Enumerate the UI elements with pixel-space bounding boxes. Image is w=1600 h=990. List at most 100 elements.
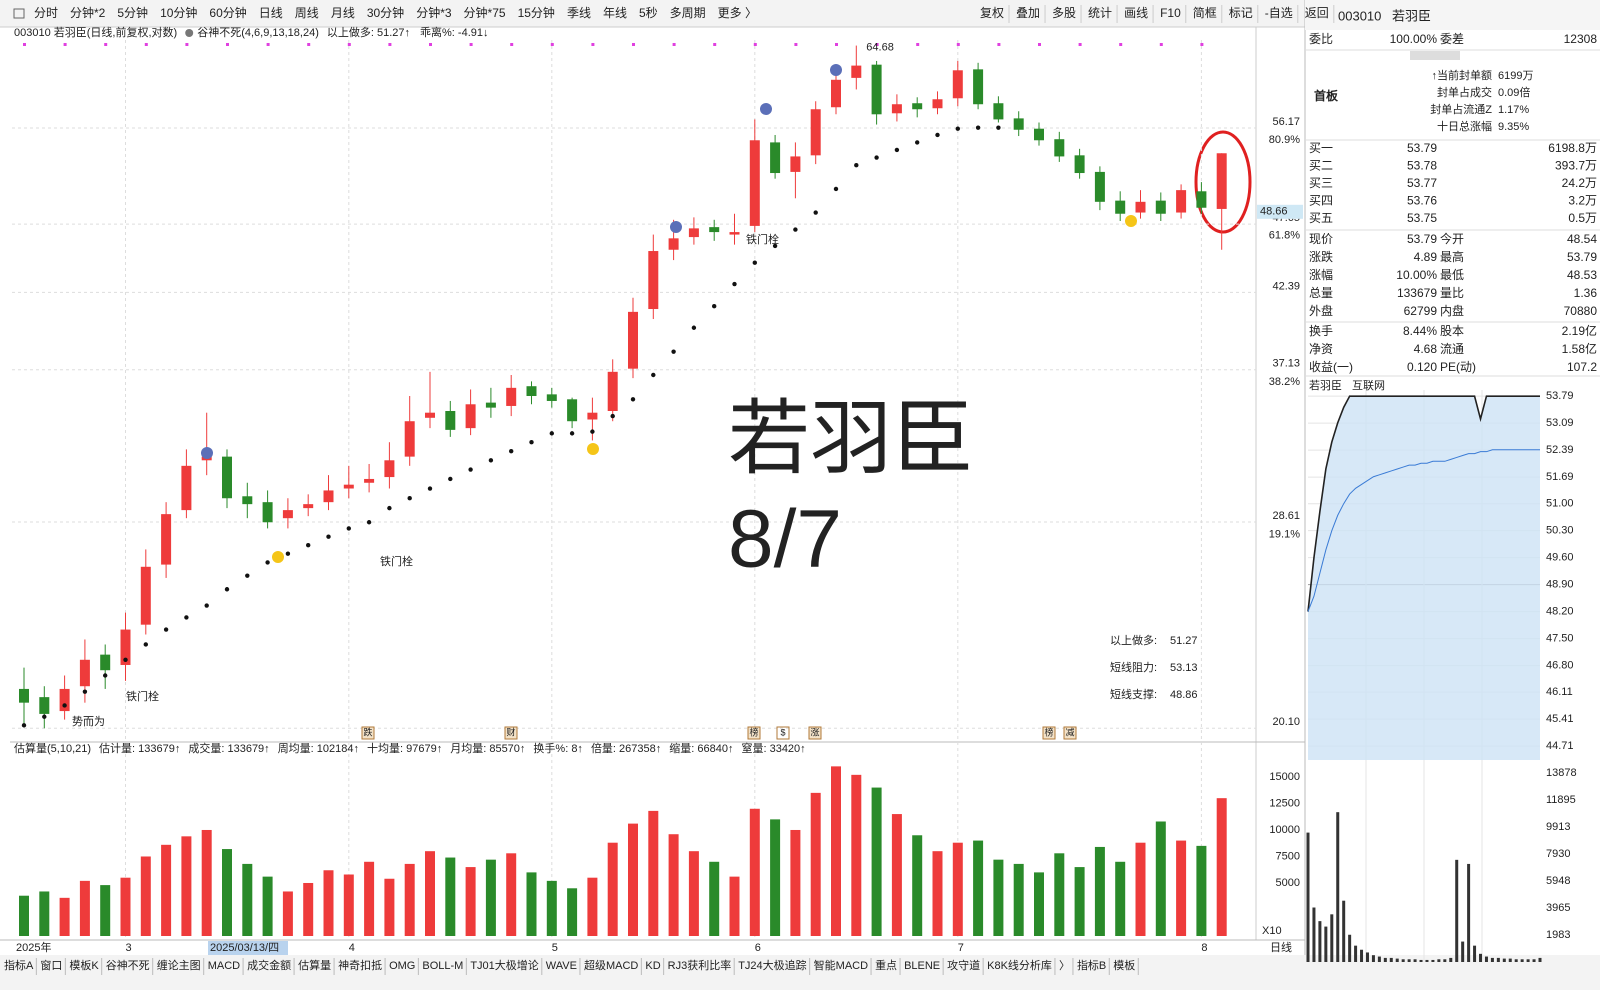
cursor-date: 2025/03/13/四 — [210, 942, 279, 954]
bottom-tab[interactable]: 〉 — [1059, 959, 1070, 972]
tool-button[interactable]: 简框 — [1193, 6, 1217, 20]
volume-bar — [993, 859, 1004, 936]
tool-button[interactable]: -自选 — [1265, 6, 1293, 20]
tool-button[interactable]: 叠加 — [1016, 6, 1040, 20]
vol-stat: 月均量: 85570↑ — [450, 742, 525, 755]
menu-icon — [13, 8, 25, 19]
period-tab[interactable]: 分钟*75 — [464, 5, 506, 20]
candle-body — [831, 79, 841, 108]
volume-bar — [262, 876, 273, 936]
event-marker: 涨 — [810, 727, 819, 737]
period-tab[interactable]: 日线 — [259, 6, 283, 20]
volume-bar — [607, 842, 618, 936]
event-marker-bg — [747, 726, 761, 740]
volume-bar — [567, 888, 578, 936]
bottom-tab[interactable]: 谷神不死 — [106, 958, 150, 972]
period-tab[interactable]: 5分钟 — [117, 5, 148, 20]
period-tab[interactable]: 60分钟 — [209, 5, 246, 20]
intraday-vol-bar — [1455, 859, 1459, 962]
volume-bar — [770, 819, 781, 936]
bottom-tab[interactable]: 神奇扣抵 — [338, 958, 382, 972]
bottom-tab[interactable]: 攻守道 — [947, 958, 980, 972]
support-dot — [123, 657, 128, 662]
cursor-date-bg — [208, 941, 288, 955]
period-tab[interactable]: 更多 〉 — [718, 6, 757, 20]
q-label: 涨幅 — [1309, 267, 1333, 282]
bottom-tab[interactable]: 缠论主图 — [157, 958, 201, 972]
signal-dot — [632, 43, 635, 46]
bottom-tab[interactable]: OMG — [389, 960, 415, 972]
book-label: 买一 — [1309, 141, 1333, 155]
volume-bar — [445, 857, 456, 936]
tool-button[interactable]: 画线 — [1124, 6, 1148, 20]
period-tab[interactable]: 季线 — [567, 6, 591, 20]
bottom-tab[interactable]: RJ3获利比率 — [668, 958, 732, 972]
tool-button[interactable]: 统计 — [1088, 6, 1112, 20]
panel-header-bg — [1305, 0, 1600, 30]
bottom-tab[interactable]: TJ01大极增论 — [470, 958, 538, 972]
q-label: 量比 — [1440, 286, 1464, 300]
book-label: 买五 — [1309, 211, 1333, 225]
volume-bar — [282, 891, 293, 936]
bottom-tab[interactable]: 成交金额 — [247, 958, 291, 972]
candle-body — [181, 465, 192, 511]
period-tab[interactable]: 5秒 — [639, 6, 658, 20]
period-tab[interactable]: 周线 — [295, 6, 319, 20]
intraday-vol-tick: 3965 — [1546, 902, 1570, 914]
bottom-tab[interactable]: TJ24大极追踪 — [738, 958, 806, 972]
bottom-tab[interactable]: BLENE — [904, 960, 940, 972]
bottom-tab[interactable]: MACD — [208, 960, 240, 972]
bottom-tab[interactable]: 模板 — [1113, 958, 1135, 972]
x-tick-label: 3 — [126, 942, 132, 954]
bottom-tab[interactable]: 指标A — [4, 958, 34, 972]
q-label: 净资 — [1309, 342, 1333, 356]
candle-body — [222, 456, 232, 499]
bottom-tab[interactable]: 窗口 — [40, 958, 62, 972]
tool-button[interactable]: 返回 — [1305, 6, 1329, 20]
period-tab[interactable]: 年线 — [603, 6, 627, 20]
bottom-tab[interactable]: 智能MACD — [814, 958, 868, 972]
signal-dot — [916, 43, 920, 46]
bottom-tab[interactable]: 模板K — [69, 958, 99, 972]
bottom-tab[interactable]: WAVE — [546, 960, 577, 972]
period-tab[interactable]: 分时 — [34, 6, 58, 20]
bottom-tab[interactable]: KD — [645, 960, 660, 972]
candle-body — [100, 654, 111, 671]
event-marker: 减 — [1065, 726, 1074, 737]
tool-button[interactable]: F10 — [1160, 6, 1181, 20]
period-tab[interactable]: 多周期 — [670, 6, 706, 20]
event-marker-bg — [808, 726, 822, 740]
vol-stat: 十均量: 97679↑ — [367, 741, 442, 755]
q-label: PE(动) — [1440, 360, 1476, 374]
volume-bar — [1176, 840, 1187, 936]
tool-button[interactable]: 标记 — [1229, 6, 1253, 20]
bottom-tab[interactable]: 估算量 — [298, 958, 331, 972]
tool-button[interactable]: 复权 — [980, 6, 1004, 20]
period-tab[interactable]: 30分钟 — [367, 5, 404, 20]
face-icon — [201, 447, 213, 459]
support-dot — [915, 140, 920, 145]
support-dot — [569, 431, 575, 436]
period-tab[interactable]: 分钟*2 — [70, 5, 106, 20]
legend-dot — [185, 29, 194, 37]
candle-body — [1155, 200, 1166, 214]
tool-button[interactable]: 多股 — [1052, 6, 1076, 20]
period-tab[interactable]: 分钟*3 — [416, 5, 452, 20]
x-tick-label: 6 — [755, 942, 761, 954]
bottom-tab[interactable]: K8K线分析库 — [987, 958, 1052, 972]
intraday-tick: 48.90 — [1546, 579, 1574, 591]
bottom-tab[interactable]: 指标B — [1077, 958, 1106, 972]
candle-body — [242, 496, 253, 505]
volume-bar — [628, 823, 638, 936]
bottom-tab[interactable]: 超级MACD — [584, 958, 638, 972]
volume-bar — [891, 814, 902, 936]
candle-body — [343, 484, 354, 489]
period-tab[interactable]: 15分钟 — [518, 5, 555, 20]
event-marker-bg — [776, 726, 790, 740]
period-tab[interactable]: 月线 — [331, 6, 355, 20]
bottom-tab[interactable]: 重点 — [875, 958, 897, 972]
misc-label: 势而为 — [72, 715, 105, 728]
vol-stat: 缩量: 66840↑ — [669, 742, 733, 755]
period-tab[interactable]: 10分钟 — [160, 5, 197, 20]
bottom-tab[interactable]: BOLL-M — [422, 960, 463, 972]
